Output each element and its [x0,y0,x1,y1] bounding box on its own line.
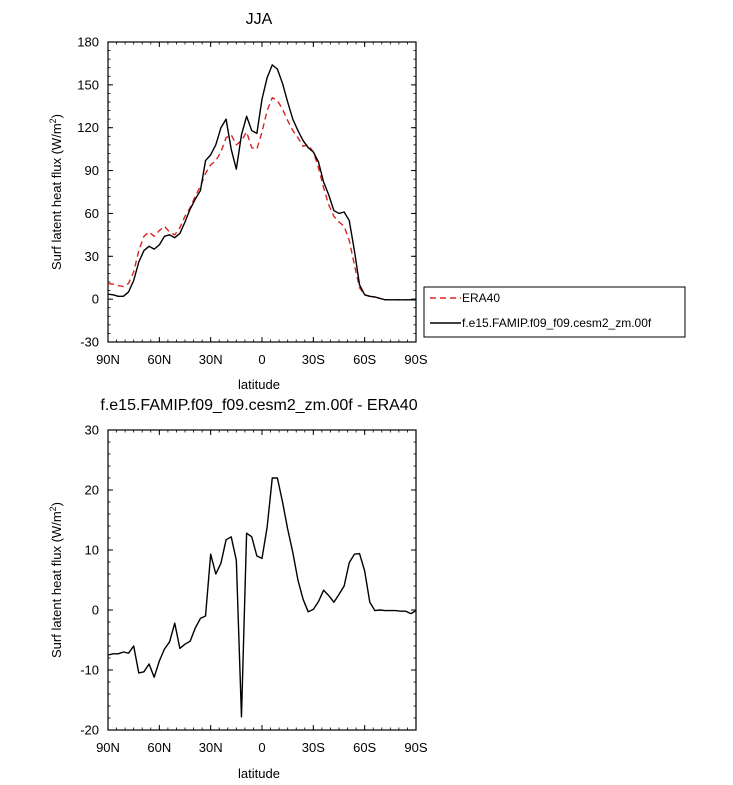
bottom-ytick-label: -10 [80,663,99,678]
bottom-xtick-label: 30N [199,740,223,755]
bottom-ytick-label: 20 [85,483,99,498]
top-series-line-model [107,64,416,301]
bottom-xtick-label: 60S [353,740,376,755]
bottom-xtick-label: 60N [147,740,171,755]
top-series-line-era40 [107,97,416,301]
bottom-plot-frame [107,429,417,731]
bottom-ytick-label: 10 [85,543,99,558]
top-ytick-label: 30 [85,249,99,264]
top-y-tick-labels: -30 0 30 60 90 120 150 180 [77,35,99,350]
top-ytick-label: 120 [77,120,99,135]
top-ytick-label: 90 [85,163,99,178]
bottom-ytick-label: -20 [80,723,99,738]
top-axis-ticks [107,41,417,343]
bottom-xtick-label: 90S [404,740,427,755]
legend: ERA40 f.e15.FAMIP.f09_f09.cesm2_zm.00f [423,286,686,338]
bottom-series-lines [107,477,417,718]
top-ytick-label: 60 [85,206,99,221]
bottom-y-axis-title: Surf latent heat flux (W/m2) [48,502,64,658]
bottom-xtick-label: 30S [302,740,325,755]
bottom-series-line-difference [107,477,417,718]
top-xtick-label: 60N [147,352,171,367]
top-xtick-label: 90N [96,352,120,367]
bottom-xtick-label: 0 [258,740,265,755]
top-x-axis-title: latitude [238,377,280,392]
bottom-x-axis-title: latitude [238,766,280,781]
legend-label-era40: ERA40 [462,291,500,305]
top-ytick-label: -30 [80,335,99,350]
bottom-y-tick-labels: -20 -10 0 10 20 30 [80,423,99,738]
bottom-ytick-label: 0 [92,603,99,618]
top-plot-frame [107,41,417,343]
top-ytick-label: 0 [92,292,99,307]
top-xtick-label: 30S [302,352,325,367]
top-x-tick-labels: 90N 60N 30N 0 30S 60S 90S [96,352,428,367]
bottom-ytick-label: 30 [85,423,99,438]
bottom-axis-ticks [107,429,417,731]
top-panel: JJA -30 0 30 60 90 120 150 180 90N 60N 30N 0 30S 60S… [48,11,428,392]
legend-label-model: f.e15.FAMIP.f09_f09.cesm2_zm.00f [462,316,652,330]
bottom-x-tick-labels: 90N 60N 30N 0 30S 60S 90S [96,740,428,755]
top-ytick-label: 180 [77,35,99,50]
top-y-axis-title: Surf latent heat flux (W/m2) [48,114,64,270]
top-series-lines [107,64,416,301]
bottom-chart-title: f.e15.FAMIP.f09_f09.cesm2_zm.00f - ERA40 [100,397,417,414]
legend-frame [423,286,686,338]
top-xtick-label: 0 [258,352,265,367]
top-chart-title: JJA [246,11,273,28]
top-ytick-label: 150 [77,77,99,92]
bottom-panel: f.e15.FAMIP.f09_f09.cesm2_zm.00f - ERA40… [48,397,428,781]
top-xtick-label: 30N [199,352,223,367]
bottom-xtick-label: 90N [96,740,120,755]
top-xtick-label: 90S [404,352,427,367]
top-xtick-label: 60S [353,352,376,367]
